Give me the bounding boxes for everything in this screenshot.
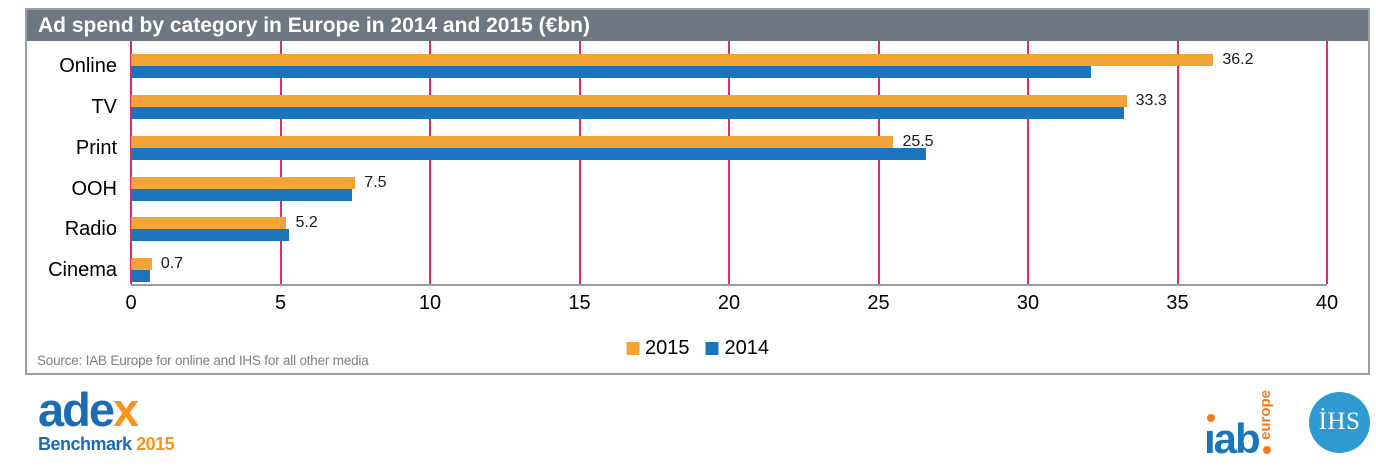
bar-value-online: 36.2 — [1222, 51, 1254, 68]
bar-value-ooh: 7.5 — [364, 173, 387, 191]
legend-item-2015: 2015 — [626, 337, 690, 360]
x-tick-label-40: 40 — [1315, 292, 1339, 314]
iab-europe-vertical-text: europe — [1257, 389, 1274, 440]
plot-area: 0 5 10 15 20 25 30 35 40 Online 36.2 TV 33.3 Print 25… — [48, 41, 1338, 314]
legend-swatch-2014 — [705, 342, 719, 355]
bar-print-2014 — [131, 147, 927, 160]
adex-sub-orange: 2015 — [136, 434, 175, 454]
x-tick-label-30: 30 — [1016, 292, 1040, 314]
x-tick-label-0: 0 — [125, 292, 137, 314]
iab-wordmark: ıab — [1204, 415, 1261, 463]
bar-value-print: 25.5 — [902, 132, 934, 150]
adex-subtitle: Benchmark 2015 — [38, 434, 175, 454]
category-label-tv: TV — [91, 95, 117, 118]
ihs-wordmark: İHS — [1318, 407, 1361, 435]
chart-frame: Ad spend by category in Europe in 2014 a… — [25, 8, 1370, 375]
x-tick-label-15: 15 — [568, 292, 591, 314]
bar-cinema-2015 — [131, 258, 152, 271]
gridline-30 — [1027, 41, 1029, 284]
gridline-15 — [578, 41, 581, 284]
category-label-radio: Radio — [64, 218, 117, 241]
bar-value-cinema: 0.7 — [160, 255, 184, 273]
category-label-ooh: OOH — [71, 177, 117, 200]
bar-radio-2015 — [131, 217, 287, 230]
bar-online-2014 — [131, 66, 1091, 78]
category-label-online: Online — [59, 55, 117, 77]
x-tick-label-5: 5 — [274, 292, 287, 314]
gridline-35 — [1176, 41, 1179, 284]
bar-tv-2014 — [131, 106, 1124, 119]
adex-benchmark-logo: adex Benchmark 2015 — [38, 386, 175, 454]
legend-item-2014: 2014 — [705, 337, 770, 360]
x-tick-label-10: 10 — [418, 292, 442, 314]
chart-legend: 2015 2014 — [626, 337, 769, 360]
x-tick-label-25: 25 — [867, 292, 890, 314]
bar-ooh-2014 — [131, 188, 353, 201]
bar-value-radio: 5.2 — [295, 214, 318, 232]
source-note: Source: IAB Europe for online and IHS fo… — [37, 353, 369, 368]
adex-sub-blue: Benchmark — [38, 434, 132, 454]
gridline-20 — [728, 41, 730, 284]
x-tick-label-20: 20 — [717, 292, 741, 314]
gridline-5 — [279, 41, 282, 284]
ihs-logo: İHS — [1309, 392, 1370, 453]
legend-label-2015: 2015 — [645, 337, 690, 359]
gridline-0 — [130, 41, 132, 284]
gridline-10 — [429, 41, 431, 284]
bar-ooh-2015 — [131, 176, 356, 189]
bar-row-cinema: Cinema 0.7 — [48, 245, 1327, 286]
bar-value-tv: 33.3 — [1135, 91, 1167, 109]
iab-i-dot-icon — [1207, 414, 1215, 422]
bar-row-print: Print 25.5 — [76, 123, 1327, 164]
iab-europe-logo: ıab europe — [1204, 388, 1288, 463]
legend-swatch-2015 — [626, 342, 639, 355]
gridline-25 — [877, 41, 880, 284]
bar-row-radio: Radio 5.2 — [65, 204, 1327, 245]
category-label-print: Print — [75, 136, 117, 159]
bar-print-2015 — [131, 135, 894, 148]
bar-row-tv: TV 33.3 — [91, 82, 1327, 123]
x-tick-label-35: 35 — [1166, 292, 1189, 314]
bar-radio-2014 — [131, 229, 290, 242]
chart-title: Ad spend by category in Europe in 2014 a… — [27, 10, 1368, 41]
iab-period-dot-icon — [1263, 446, 1271, 454]
bar-row-online: Online 36.2 — [59, 41, 1327, 82]
bar-row-ooh: OOH 7.5 — [71, 164, 1327, 205]
adex-wordmark: adex — [38, 386, 174, 433]
bar-cinema-2014 — [131, 270, 151, 283]
category-label-cinema: Cinema — [48, 259, 117, 282]
bar-tv-2015 — [131, 94, 1127, 107]
gridline-40 — [1326, 41, 1328, 284]
bar-online-2015 — [131, 54, 1214, 66]
adex-word-blue: ade — [38, 383, 115, 436]
legend-label-2014: 2014 — [724, 337, 770, 359]
adex-word-orange: x — [113, 383, 139, 436]
